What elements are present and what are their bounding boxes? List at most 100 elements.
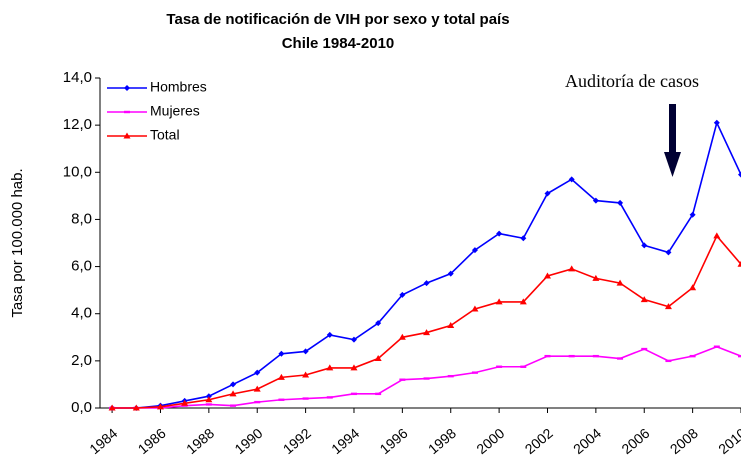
marker bbox=[737, 260, 741, 267]
marker bbox=[544, 354, 551, 358]
marker bbox=[108, 404, 116, 411]
marker bbox=[738, 171, 741, 178]
marker bbox=[471, 371, 478, 374]
marker bbox=[592, 197, 599, 204]
marker bbox=[665, 359, 672, 363]
marker bbox=[471, 305, 479, 312]
marker bbox=[229, 390, 237, 397]
marker bbox=[689, 284, 697, 291]
y-tick-label: 2,0 bbox=[71, 352, 92, 369]
x-tick-label: 1996 bbox=[377, 425, 411, 457]
x-tick-label: 2008 bbox=[667, 425, 701, 457]
y-tick-label: 4,0 bbox=[71, 305, 92, 322]
marker bbox=[568, 265, 576, 272]
marker bbox=[713, 232, 721, 239]
y-tick-label: 12,0 bbox=[63, 116, 92, 133]
x-tick-label: 1984 bbox=[86, 425, 120, 457]
marker bbox=[230, 404, 237, 407]
marker bbox=[205, 393, 212, 400]
marker bbox=[520, 365, 527, 368]
marker bbox=[641, 347, 648, 351]
marker bbox=[617, 199, 624, 206]
marker bbox=[496, 365, 503, 368]
chart-subtitle: Chile 1984-2010 bbox=[282, 35, 395, 52]
marker bbox=[399, 378, 406, 381]
x-tick-label: 2010 bbox=[715, 425, 741, 457]
y-tick-label: 14,0 bbox=[63, 69, 92, 86]
marker bbox=[496, 230, 503, 237]
legend-label: Hombres bbox=[150, 79, 207, 95]
marker bbox=[664, 303, 672, 310]
x-tick-label: 1988 bbox=[183, 425, 217, 457]
marker bbox=[326, 396, 333, 399]
x-tick-label: 1986 bbox=[135, 425, 169, 457]
marker bbox=[123, 132, 131, 139]
series-line bbox=[112, 234, 741, 409]
annotation: Auditoría de casos bbox=[565, 71, 699, 91]
legend-label: Total bbox=[150, 127, 180, 143]
x-tick-label: 1998 bbox=[425, 425, 459, 457]
marker bbox=[326, 331, 333, 338]
marker bbox=[302, 348, 309, 355]
x-tick-label: 2004 bbox=[570, 425, 604, 457]
y-tick-label: 0,0 bbox=[71, 399, 92, 416]
marker bbox=[254, 400, 261, 404]
marker bbox=[156, 403, 164, 410]
marker bbox=[132, 404, 140, 411]
marker bbox=[568, 176, 575, 183]
x-tick-label: 2000 bbox=[473, 425, 507, 457]
marker bbox=[326, 364, 334, 371]
marker bbox=[230, 381, 237, 388]
marker bbox=[181, 399, 189, 406]
marker bbox=[350, 336, 357, 343]
y-axis-label: Tasa por 100.000 hab. bbox=[9, 168, 26, 317]
y-tick-label: 6,0 bbox=[71, 258, 92, 275]
marker bbox=[519, 298, 527, 305]
marker bbox=[350, 392, 357, 396]
plot-area bbox=[108, 119, 741, 411]
annotation-arrow bbox=[664, 104, 681, 177]
marker bbox=[205, 403, 212, 406]
marker bbox=[423, 280, 430, 287]
marker bbox=[124, 85, 130, 91]
marker bbox=[592, 354, 599, 358]
x-tick-label: 1994 bbox=[328, 425, 362, 457]
marker bbox=[568, 354, 575, 358]
marker bbox=[254, 369, 261, 376]
marker bbox=[447, 270, 454, 277]
y-tick-label: 8,0 bbox=[71, 210, 92, 227]
marker bbox=[616, 279, 624, 286]
marker bbox=[277, 373, 285, 380]
marker bbox=[399, 291, 406, 298]
legend-label: Mujeres bbox=[150, 103, 200, 119]
marker bbox=[205, 396, 213, 403]
marker bbox=[398, 333, 406, 340]
marker bbox=[447, 322, 455, 328]
marker bbox=[375, 392, 382, 396]
y-tick-label: 10,0 bbox=[63, 163, 92, 180]
marker bbox=[520, 235, 527, 242]
marker bbox=[665, 249, 672, 256]
marker bbox=[641, 242, 648, 249]
marker bbox=[374, 355, 382, 361]
marker bbox=[278, 398, 285, 401]
marker bbox=[495, 298, 503, 305]
x-tick-label: 2006 bbox=[618, 425, 652, 457]
marker bbox=[278, 350, 285, 357]
marker bbox=[713, 119, 720, 126]
marker bbox=[350, 364, 358, 371]
marker bbox=[738, 354, 741, 358]
marker bbox=[592, 274, 600, 281]
marker bbox=[302, 371, 310, 378]
x-tick-label: 1990 bbox=[231, 425, 265, 457]
marker bbox=[689, 354, 696, 358]
marker bbox=[471, 247, 478, 254]
marker bbox=[302, 397, 309, 400]
marker bbox=[640, 296, 648, 303]
marker bbox=[253, 385, 261, 392]
x-tick-label: 1992 bbox=[280, 425, 314, 457]
marker bbox=[617, 357, 624, 360]
chart-title: Tasa de notificación de VIH por sexo y t… bbox=[166, 11, 509, 28]
x-tick-label: 2002 bbox=[522, 425, 556, 457]
